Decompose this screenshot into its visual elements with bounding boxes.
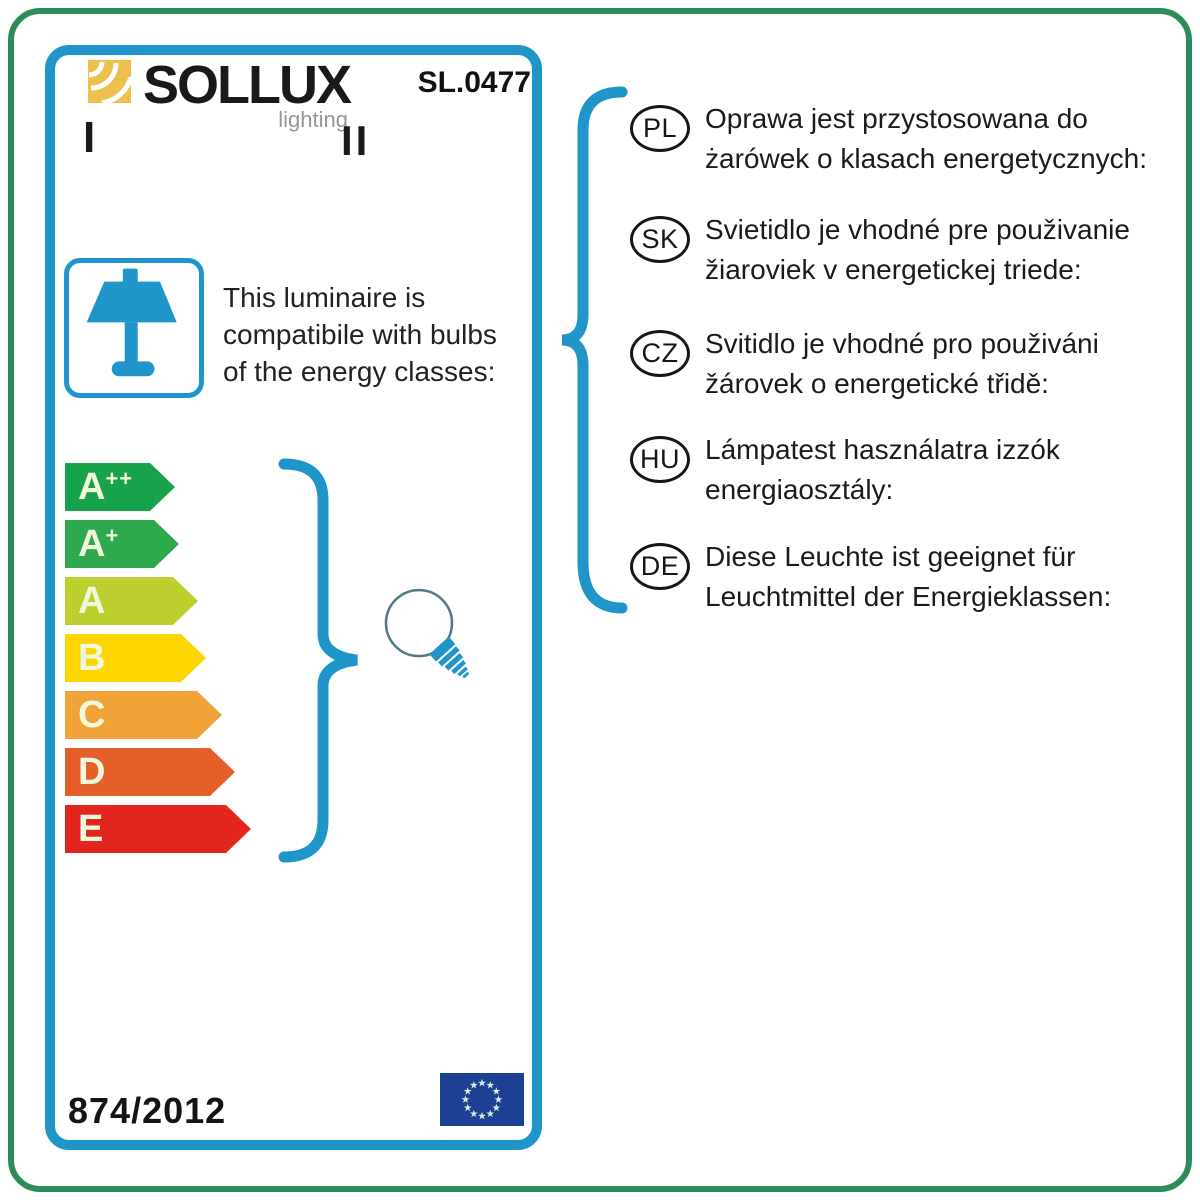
- label-panel: SOLLUX lighting SL.0477 I II This lumina…: [45, 45, 542, 1150]
- language-line-2: Leuchtmittel der Energieklassen:: [705, 581, 1112, 612]
- energy-class-arrow-c: C: [65, 691, 222, 739]
- language-code: CZ: [641, 338, 679, 368]
- language-code: PL: [642, 113, 678, 143]
- brand-name: SOLLUX: [143, 55, 352, 115]
- language-row-sk: SK Svietidlo je vhodné pre použivanie ži…: [630, 210, 1130, 290]
- arrows-group-brace: [278, 458, 358, 863]
- language-text-hu: Lámpatest használatra izzók energiaosztá…: [705, 430, 1060, 510]
- language-badge-sk: SK: [630, 216, 690, 263]
- section-mark-ii: II: [341, 117, 371, 164]
- energy-class-arrow-d: D: [65, 748, 235, 796]
- language-line-1: Diese Leuchte ist geeignet für: [705, 541, 1076, 572]
- brand-subtitle: lighting: [278, 107, 348, 132]
- language-text-sk: Svietidlo je vhodné pre použivanie žiaro…: [705, 210, 1130, 290]
- language-line-1: Svietidlo je vhodné pre použivanie: [705, 214, 1130, 245]
- regulation-number: 874/2012: [68, 1090, 227, 1131]
- intro-line-2: compatibile with bulbs: [223, 319, 497, 350]
- language-line-2: energiaosztály:: [705, 474, 894, 505]
- section-mark-i: I: [83, 113, 96, 162]
- language-badge-pl: PL: [630, 105, 690, 152]
- energy-class-sup: ++: [105, 466, 134, 491]
- energy-class-letter: D: [78, 751, 106, 793]
- energy-class-sup: +: [105, 523, 120, 548]
- language-text-pl: Oprawa jest przystosowana do żarówek o k…: [705, 99, 1147, 179]
- model-number: SL.0477: [417, 66, 531, 99]
- language-row-pl: PL Oprawa jest przystosowana do żarówek …: [630, 99, 1147, 179]
- energy-class-letter: A: [78, 580, 106, 622]
- language-text-cz: Svitidlo je vhodné pro použiváni žárovek…: [705, 324, 1099, 404]
- energy-class-letter: E: [78, 808, 104, 850]
- light-bulb-icon: [384, 588, 469, 678]
- language-line-2: žárovek o energetické třidě:: [705, 368, 1049, 399]
- language-row-cz: CZ Svitidlo je vhodné pro použiváni žáro…: [630, 324, 1099, 404]
- language-code: HU: [640, 444, 680, 474]
- intro-line-1: This luminaire is: [223, 282, 426, 313]
- energy-class-arrow-e: E: [65, 805, 251, 853]
- eu-flag-stars: [461, 1078, 503, 1120]
- lamp-pictogram-box: [64, 258, 204, 398]
- energy-class-letter: C: [78, 694, 106, 736]
- language-badge-de: DE: [630, 543, 690, 590]
- language-badge-hu: HU: [630, 436, 690, 483]
- language-line-2: žiaroviek v energetickej triede:: [705, 254, 1082, 285]
- intro-text: This luminaire is compatibile with bulbs…: [223, 279, 497, 390]
- sollux-logo-icon: [88, 60, 131, 103]
- eu-flag: [440, 1073, 524, 1126]
- energy-class-arrow-a: A: [65, 577, 198, 625]
- language-badge-cz: CZ: [630, 330, 690, 377]
- panel-group-brace: [561, 86, 628, 614]
- energy-class-arrow-b: B: [65, 634, 206, 682]
- language-line-1: Lámpatest használatra izzók: [705, 434, 1060, 465]
- energy-class-letter: A: [78, 466, 106, 508]
- language-row-hu: HU Lámpatest használatra izzók energiaos…: [630, 430, 1060, 510]
- intro-line-3: of the energy classes:: [223, 356, 496, 387]
- energy-class-letter: A: [78, 523, 106, 565]
- language-text-de: Diese Leuchte ist geeignet für Leuchtmit…: [705, 537, 1111, 617]
- language-row-de: DE Diese Leuchte ist geeignet für Leucht…: [630, 537, 1111, 617]
- energy-class-letter: B: [78, 637, 106, 679]
- outer-green-frame: [8, 8, 1192, 1192]
- energy-class-arrow-a-plus: A +: [65, 520, 179, 568]
- language-line-2: żarówek o klasach energetycznych:: [705, 143, 1147, 174]
- language-line-1: Oprawa jest przystosowana do: [705, 103, 1088, 134]
- energy-class-arrow-a-plus-plus: A ++: [65, 463, 175, 511]
- table-lamp-icon: [86, 268, 177, 377]
- language-code: SK: [641, 224, 679, 254]
- language-code: DE: [640, 551, 680, 581]
- language-line-1: Svitidlo je vhodné pro použiváni: [705, 328, 1099, 359]
